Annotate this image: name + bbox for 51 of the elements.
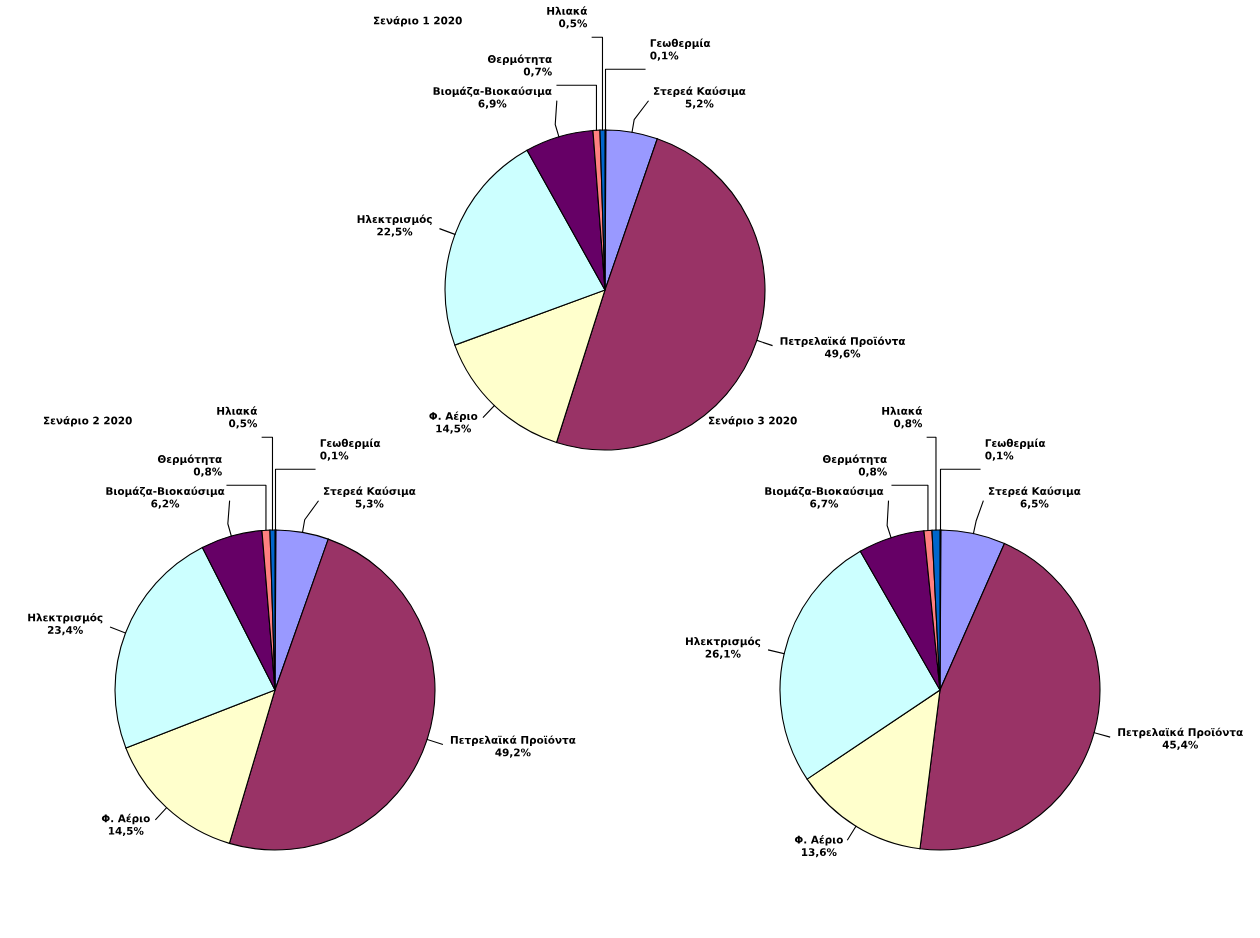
text: Σενάριο 2 2020 [43, 415, 132, 427]
slice-label: Βιομάζα-Βιοκαύσιμα [433, 86, 552, 98]
data-label: 0,8% [858, 467, 887, 477]
slice-label: Φ. Αέριο [794, 835, 843, 846]
slice-label: Πετρελαϊκά Προϊόντα [780, 336, 906, 347]
data-label: 0,5% [559, 19, 588, 29]
data-label: 0,1% [650, 51, 679, 61]
slice-label: Θερμότητα [487, 54, 552, 66]
slice-label: Ηλεκτρισμός [357, 214, 432, 226]
data-label: 26,1% [705, 649, 741, 659]
slice-label: Πετρελαϊκά Προϊόντα [450, 735, 576, 746]
data-label: 49,6% [824, 349, 861, 359]
data-label: 23,4% [47, 626, 83, 636]
data-label: 14,5% [436, 424, 472, 434]
slice-label: Βιομάζα-Βιοκαύσιμα [106, 486, 225, 498]
slice-label: Στερεά Καύσιμα [988, 486, 1081, 498]
slice-label: Γεωθερμία [320, 438, 381, 450]
slice-label: Στερεά Καύσιμα [653, 86, 746, 98]
data-label: 45,4% [1162, 740, 1198, 750]
data-label: 14,5% [108, 826, 144, 837]
slice-label: Ηλιακά [217, 406, 257, 415]
data-label: 22,5% [377, 227, 413, 237]
data-label: 0,8% [193, 467, 222, 477]
data-label: 0,5% [229, 419, 258, 429]
slice-label: Ηλιακά [547, 6, 587, 15]
slice-label: Θερμότητα [157, 454, 222, 466]
data-label: 49,2% [495, 748, 531, 758]
data-label: 0,1% [320, 451, 349, 461]
data-label: 5,3% [355, 499, 384, 509]
data-label: 6,9% [478, 99, 507, 109]
slice-label: Γεωθερμία [985, 438, 1046, 450]
data-label: 0,7% [523, 67, 552, 77]
slice-label: Θερμότητα [822, 454, 887, 466]
text: Σενάριο 3 2020 [708, 415, 797, 427]
slice-label: Ηλιακά [882, 406, 922, 415]
data-label: 6,2% [151, 499, 180, 509]
text: Σενάριο 1 2020 [373, 15, 462, 27]
data-label: 13,6% [801, 848, 837, 858]
data-label: 0,1% [985, 451, 1014, 461]
slice-label: Ηλεκτρισμός [685, 636, 761, 648]
slice-label: Φ. Αέριο [429, 411, 478, 422]
slice-label: Γεωθερμία [650, 38, 711, 50]
slice-label: Πετρελαϊκά Προϊόντα [1118, 727, 1243, 739]
data-label: 0,8% [894, 419, 923, 429]
data-label: 6,7% [810, 499, 839, 509]
slice-label: Βιομάζα-Βιοκαύσιμα [765, 486, 884, 498]
slice-label: Ηλεκτρισμός [28, 612, 103, 624]
data-label: 5,2% [685, 99, 714, 109]
slice-label: Φ. Αέριο [101, 813, 150, 825]
slice-label: Στερεά Καύσιμα [323, 486, 416, 498]
data-label: 6,5% [1020, 499, 1049, 509]
